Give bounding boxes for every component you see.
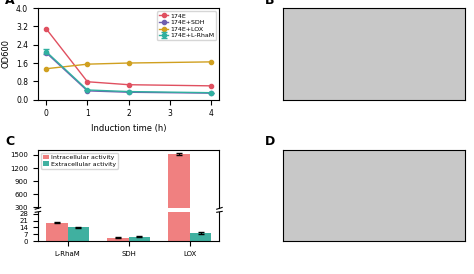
Bar	[107, 238, 128, 241]
X-axis label: Induction time (h): Induction time (h)	[91, 124, 166, 133]
Bar	[46, 222, 68, 241]
Text: A: A	[5, 0, 15, 7]
Bar	[68, 219, 89, 220]
Bar	[190, 233, 211, 241]
Y-axis label: OD600: OD600	[1, 39, 10, 68]
174E	[43, 27, 49, 30]
174E	[126, 83, 131, 86]
Line: 174E: 174E	[44, 27, 213, 88]
Bar	[46, 219, 68, 220]
Legend: Intracellular activity, Extracellular activity: Intracellular activity, Extracellular ac…	[41, 153, 118, 169]
Bar	[128, 237, 150, 241]
Legend: 174E, 174E+SDH, 174E+LOX, 174E+L-RhaM: 174E, 174E+SDH, 174E+LOX, 174E+L-RhaM	[157, 11, 216, 40]
174E+SDH	[43, 51, 49, 54]
Text: D: D	[265, 135, 275, 148]
Bar	[68, 227, 89, 241]
174E+LOX	[209, 60, 214, 64]
Bar	[168, 0, 190, 241]
174E+LOX	[43, 67, 49, 70]
174E+SDH	[84, 89, 90, 93]
Text: B: B	[265, 0, 274, 7]
174E+LOX	[126, 61, 131, 65]
174E	[209, 84, 214, 87]
Line: 174E+SDH: 174E+SDH	[44, 51, 213, 95]
Line: 174E+LOX: 174E+LOX	[44, 60, 213, 71]
174E	[84, 80, 90, 83]
174E+LOX	[84, 62, 90, 66]
Bar	[168, 154, 190, 220]
174E+SDH	[209, 92, 214, 95]
174E+SDH	[126, 91, 131, 94]
Text: C: C	[5, 135, 14, 148]
